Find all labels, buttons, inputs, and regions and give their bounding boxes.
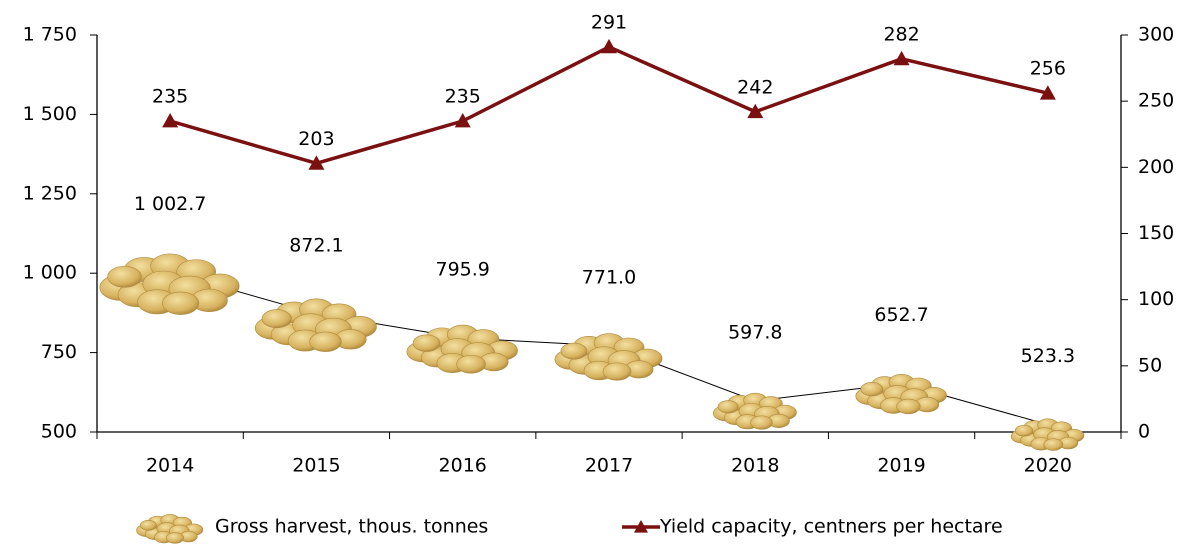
potato <box>1014 424 1034 437</box>
x-tick-label: 2020 <box>1024 455 1072 477</box>
data-label: 256 <box>1030 58 1066 80</box>
marker <box>1039 85 1056 100</box>
legend-label: Gross harvest, thous. tonnes <box>215 516 488 538</box>
y-tick-label: 1 500 <box>23 103 77 125</box>
potato-mark <box>855 373 947 415</box>
potato <box>860 382 884 397</box>
data-label: 282 <box>883 23 919 45</box>
potato-mark <box>406 324 518 374</box>
potato <box>162 291 200 315</box>
y-tick-label: 750 <box>41 341 77 363</box>
potato <box>412 334 441 352</box>
x-tick-label: 2016 <box>439 455 487 477</box>
data-label: 652.7 <box>874 304 928 326</box>
x-tick-label: 2018 <box>731 455 779 477</box>
potato <box>560 342 588 360</box>
y-tick-label: 1 000 <box>23 262 77 284</box>
potato-mark <box>1010 418 1085 451</box>
data-label: 872.1 <box>289 234 343 256</box>
y2-tick-label: 0 <box>1138 421 1150 443</box>
marker <box>634 520 648 533</box>
y2-tick-label: 100 <box>1138 288 1174 310</box>
marker <box>454 113 471 128</box>
potato-mark <box>254 298 377 352</box>
y2-tick-label: 150 <box>1138 222 1174 244</box>
potato <box>750 415 773 430</box>
potato <box>896 398 921 415</box>
y2-tick-label: 250 <box>1138 90 1174 112</box>
data-label: 235 <box>152 86 188 108</box>
marker <box>747 103 764 119</box>
data-label: 235 <box>445 86 481 108</box>
y-tick-label: 1 250 <box>23 182 77 204</box>
marker <box>601 38 617 54</box>
potato-mark <box>713 392 797 430</box>
data-label: 795.9 <box>436 259 490 281</box>
data-label: 291 <box>591 11 627 33</box>
data-label: 242 <box>737 76 773 98</box>
potato <box>602 362 632 381</box>
x-tick-label: 2019 <box>877 455 925 477</box>
data-label: 771.0 <box>582 266 636 288</box>
y2-tick-label: 50 <box>1138 354 1162 376</box>
y2-tick-label: 200 <box>1138 156 1174 178</box>
potato <box>717 400 739 414</box>
data-label: 1 002.7 <box>134 193 207 215</box>
potato <box>309 331 342 352</box>
data-label: 597.8 <box>728 321 782 343</box>
potato <box>165 532 184 544</box>
data-label: 203 <box>298 128 334 150</box>
marker <box>308 155 325 170</box>
potato <box>1043 438 1064 451</box>
marker <box>893 50 910 66</box>
y2-tick-label: 300 <box>1138 24 1174 46</box>
legend-label: Yield capacity, centners per hectare <box>659 516 1003 538</box>
marker <box>162 113 179 128</box>
y-tick-label: 1 750 <box>23 24 77 46</box>
potato <box>107 265 142 288</box>
potato <box>139 519 157 531</box>
y-tick-label: 500 <box>41 421 77 443</box>
x-tick-label: 2014 <box>146 455 194 477</box>
potato-mark <box>554 333 663 381</box>
potato-mark <box>99 253 240 315</box>
x-tick-label: 2017 <box>585 455 633 477</box>
x-tick-label: 2015 <box>292 455 340 477</box>
potato <box>261 309 292 329</box>
potato <box>456 354 486 374</box>
legend-icon <box>136 514 204 544</box>
data-label: 523.3 <box>1021 345 1075 367</box>
